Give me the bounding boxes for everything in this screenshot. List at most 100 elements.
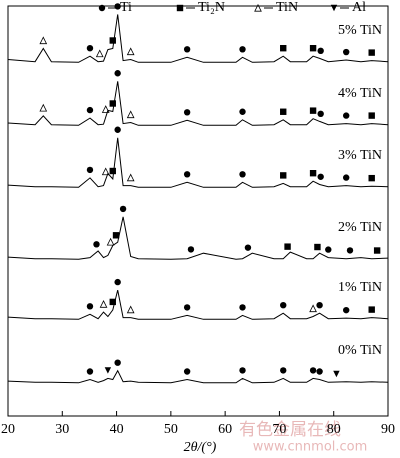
phase-marker (86, 166, 94, 174)
pattern-label: 2% TiN (338, 220, 382, 235)
phase-marker (316, 302, 323, 309)
phase-marker (368, 174, 375, 182)
phase-marker (343, 174, 350, 181)
xrd-pattern (7, 81, 389, 126)
phase-marker (126, 305, 135, 314)
legend-label: Ti₂N (198, 0, 225, 15)
phase-marker (368, 112, 375, 119)
xrd-pattern (7, 137, 389, 188)
phase-marker (86, 368, 94, 375)
phase-marker (126, 110, 135, 119)
x-tick-label: 20 (1, 422, 15, 437)
phase-marker (99, 300, 108, 308)
x-tick-label: 70 (272, 422, 286, 437)
legend-symbol (98, 4, 106, 12)
phase-marker (119, 205, 127, 213)
phase-marker (317, 47, 324, 55)
xrd-pattern (7, 14, 389, 63)
phase-marker (368, 49, 375, 56)
phase-marker (126, 47, 135, 56)
phase-marker (114, 126, 121, 133)
phase-marker (284, 243, 291, 250)
phase-marker (309, 367, 317, 374)
phase-marker (309, 107, 317, 114)
phase-marker (280, 172, 287, 179)
x-tick-label: 40 (110, 422, 124, 437)
phase-marker (280, 108, 287, 115)
plot-frame (7, 5, 389, 417)
phase-marker (86, 106, 94, 114)
legend-label: TiN (276, 0, 298, 15)
pattern-label: 1% TiN (338, 280, 382, 295)
phase-marker (244, 244, 252, 251)
phase-marker (183, 46, 191, 53)
phase-marker (309, 304, 317, 313)
phase-marker (368, 306, 375, 313)
phase-marker (373, 247, 381, 254)
phase-marker (239, 108, 246, 115)
phase-marker (183, 171, 191, 178)
phase-marker (114, 278, 121, 286)
phase-marker (114, 359, 121, 366)
phase-marker (39, 36, 48, 45)
pattern-label: 0% TiN (338, 343, 382, 358)
phase-marker (86, 303, 94, 310)
phase-marker (101, 105, 110, 113)
legend-symbol (330, 4, 338, 12)
phase-marker (114, 3, 121, 10)
phase-marker (101, 167, 110, 176)
phase-marker (95, 49, 104, 58)
legend-label: Al (352, 0, 366, 15)
phase-marker (109, 100, 116, 107)
phase-marker (309, 170, 317, 177)
phase-marker (346, 247, 354, 254)
phase-marker (343, 112, 350, 119)
phase-marker (317, 173, 324, 180)
phase-marker (183, 304, 191, 311)
phase-marker (93, 241, 100, 248)
xrd-pattern (7, 369, 389, 384)
phase-marker (126, 173, 135, 182)
pattern-label: 5% TiN (338, 23, 382, 38)
pattern-label: 3% TiN (338, 148, 382, 163)
phase-marker (280, 302, 287, 309)
phase-marker (109, 37, 116, 44)
phase-marker (280, 367, 287, 374)
phase-marker (183, 109, 191, 116)
phase-marker (86, 45, 94, 52)
phase-marker (343, 306, 350, 314)
watermark: www.cnnmol.com (253, 440, 368, 455)
x-tick-label: 60 (218, 422, 232, 437)
phase-marker (109, 167, 116, 175)
phase-marker (187, 246, 195, 253)
xrd-pattern (7, 216, 389, 260)
phase-marker (183, 368, 191, 375)
x-axis-label: 2θ/(°) (184, 440, 217, 455)
x-tick-label: 90 (381, 422, 395, 437)
x-tick-label: 80 (327, 422, 341, 437)
phase-marker (343, 48, 350, 56)
x-tick-label: 50 (164, 422, 178, 437)
phase-marker (314, 243, 321, 251)
phase-marker (325, 246, 332, 253)
phase-marker (104, 367, 112, 374)
phase-marker (317, 110, 324, 118)
phase-marker (239, 367, 246, 374)
phase-marker (316, 368, 323, 375)
phase-marker (239, 304, 246, 311)
phase-marker (333, 370, 340, 378)
phase-marker (280, 45, 287, 52)
pattern-label: 4% TiN (338, 86, 382, 101)
phase-marker (114, 70, 121, 77)
watermark: 有色金属在线 (239, 420, 341, 440)
phase-marker (239, 46, 246, 53)
phase-marker (309, 45, 317, 52)
xrd-pattern (7, 289, 389, 320)
legend-label: Ti (120, 0, 132, 15)
x-tick-label: 30 (55, 422, 69, 437)
phase-marker (109, 298, 116, 306)
phase-marker (39, 103, 48, 112)
phase-marker (112, 232, 120, 239)
legend-symbol (176, 4, 184, 12)
